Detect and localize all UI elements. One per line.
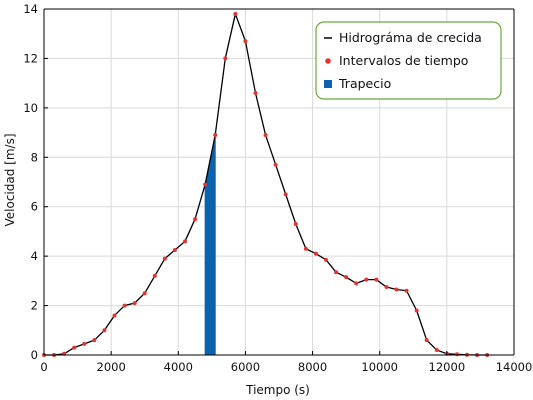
x-tick-label: 0: [40, 360, 47, 374]
time-interval-point: [183, 239, 187, 244]
y-tick-label: 6: [31, 200, 38, 214]
legend-label-hidrograma: Hidrográma de crecida: [339, 30, 482, 45]
time-interval-point: [82, 341, 87, 346]
x-tick-label: 6000: [231, 360, 260, 374]
legend: Hidrográma de crecida Intervalos de tiem…: [315, 21, 502, 100]
x-tick-label: 2000: [97, 360, 126, 374]
time-interval-point: [293, 222, 298, 227]
time-interval-point: [424, 338, 429, 343]
time-interval-point: [364, 277, 369, 282]
time-interval-point: [213, 133, 218, 138]
time-interval-point: [132, 301, 137, 306]
x-tick-label: 12000: [429, 360, 466, 374]
time-interval-point: [394, 287, 399, 292]
time-interval-point: [454, 352, 459, 357]
time-interval-point: [434, 348, 439, 353]
time-interval-point: [223, 56, 228, 61]
time-interval-point: [414, 308, 419, 313]
time-interval-point: [374, 277, 379, 282]
time-interval-point: [354, 281, 359, 286]
legend-square-icon: [324, 80, 332, 88]
legend-label-intervalos: Intervalos de tiempo: [339, 53, 468, 68]
axes: [43, 8, 515, 356]
legend-dot-icon: [325, 58, 331, 64]
y-tick-label: 2: [31, 299, 38, 313]
time-interval-point: [152, 273, 157, 278]
time-interval-point: [334, 270, 339, 275]
time-interval-point: [404, 288, 409, 293]
x-tick-label: 14000: [496, 360, 533, 374]
time-interval-point: [283, 192, 288, 197]
y-tick-label: 8: [31, 150, 38, 164]
x-tick-label: 10000: [361, 360, 398, 374]
legend-label-trapecio: Trapecio: [338, 76, 391, 91]
time-interval-point: [172, 247, 177, 252]
y-tick-label: 0: [31, 348, 38, 362]
time-interval-point: [243, 39, 248, 44]
time-interval-point: [253, 91, 258, 96]
y-tick-label: 4: [31, 249, 38, 263]
time-interval-point: [92, 338, 97, 343]
time-interval-points: [42, 11, 490, 357]
y-tick-label: 14: [23, 2, 38, 16]
time-interval-point: [72, 345, 77, 350]
y-axis-label: Velocidad [m/s]: [3, 133, 17, 226]
y-tick-labels: 0 2 4 6 8 10 12 14: [23, 2, 38, 362]
x-tick-labels: 0 2000 4000 6000 8000 10000 12000 14000: [40, 360, 532, 374]
time-interval-point: [384, 285, 389, 290]
time-interval-point: [263, 133, 268, 138]
time-interval-point: [273, 162, 278, 167]
time-interval-point: [122, 303, 127, 308]
trapecio-shape: [204, 134, 216, 356]
x-tick-label: 8000: [298, 360, 327, 374]
time-interval-point: [193, 217, 198, 222]
x-axis-label: Tiempo (s): [245, 383, 310, 397]
time-interval-point: [303, 246, 308, 251]
time-interval-point: [112, 313, 117, 318]
time-interval-point: [313, 251, 318, 256]
time-interval-point: [324, 257, 328, 262]
x-tick-label: 4000: [164, 360, 193, 374]
y-tick-label: 10: [23, 101, 38, 115]
time-interval-point: [203, 182, 208, 187]
time-interval-point: [233, 11, 238, 16]
legend-box: [315, 21, 502, 100]
y-tick-label: 12: [23, 51, 38, 65]
time-interval-point: [162, 256, 167, 261]
time-interval-point: [344, 275, 349, 280]
trapecio-area: [204, 134, 216, 356]
time-interval-point: [102, 328, 107, 333]
time-interval-point: [142, 291, 147, 296]
